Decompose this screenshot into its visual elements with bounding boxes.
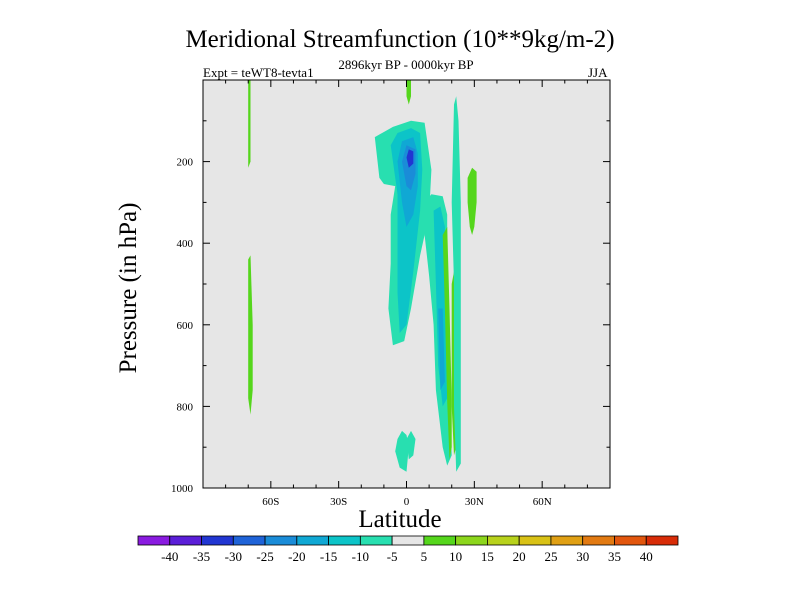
x-tick-label: 60N <box>533 496 552 508</box>
y-tick-label: 200 <box>177 157 194 169</box>
x-tick-label: 30N <box>465 496 484 508</box>
colorbar-label: 20 <box>513 549 526 564</box>
colorbar-box <box>614 535 647 546</box>
colorbar-label: 25 <box>544 549 557 564</box>
colorbar-label: -5 <box>387 549 398 564</box>
x-tick-label: 60S <box>262 496 279 508</box>
axes: 60S 30S 0 30N 60N 200 400 600 800 1000 <box>171 79 611 508</box>
contour-positive-rising-branch <box>442 226 452 460</box>
colorbar-box <box>550 535 584 546</box>
colorbar-label: 15 <box>481 549 494 564</box>
colorbar-box <box>201 535 234 546</box>
colorbar-box <box>582 535 615 546</box>
colorbar-label: -15 <box>320 549 337 564</box>
x-tick-label: 0 <box>404 496 410 508</box>
colorbar-label: -30 <box>225 549 242 564</box>
colorbar-box <box>645 535 679 546</box>
experiment-label: Expt = teWT8-tevta1 <box>203 65 314 80</box>
y-tick-label: 600 <box>177 320 194 332</box>
y-tick-label: 800 <box>177 401 194 413</box>
colorbar-label: 40 <box>640 549 653 564</box>
colorbar-box <box>391 535 425 546</box>
colorbar-box <box>232 535 266 546</box>
colorbar-box <box>359 535 393 546</box>
contour-negative-strip-20n <box>451 96 461 472</box>
contour-positive-cell-equator-top <box>406 80 411 105</box>
x-axis-label: Latitude <box>358 506 442 533</box>
colorbar-box <box>328 535 361 546</box>
y-tick-label: 1000 <box>171 483 194 495</box>
chart-subtitle: 2896kyr BP - 0000kyr BP <box>338 57 474 72</box>
colorbar-label: -35 <box>193 549 210 564</box>
colorbar-box <box>455 535 488 546</box>
y-tick-label: 400 <box>177 238 194 250</box>
contour-negative-surface-cell-2 <box>406 430 416 460</box>
colorbar-label: 5 <box>421 549 428 564</box>
colorbar-label: 35 <box>608 549 621 564</box>
colorbar-label: -10 <box>352 549 369 564</box>
chart-title: Meridional Streamfunction (10**9kg/m-2) <box>185 26 615 53</box>
contour-negative-core-max <box>406 149 414 168</box>
colorbar-box <box>137 535 171 546</box>
colorbar: -40 -35 -30 -25 -20 -15 -10 -5 5 10 15 20 25 30 35 40 <box>137 535 679 564</box>
contour-negative-rising-branch-low <box>438 308 445 391</box>
contour-positive-cell-30n <box>467 167 477 235</box>
colorbar-box <box>423 535 457 546</box>
colorbar-label: 10 <box>449 549 462 564</box>
colorbar-box <box>296 535 329 546</box>
colorbar-label: -40 <box>161 549 178 564</box>
contour-negative-surface-cell-1 <box>395 430 409 472</box>
colorbar-box <box>169 535 202 546</box>
contour-positive-cell-60s-upper <box>248 80 251 168</box>
x-tick-label: 30S <box>330 496 347 508</box>
contour-positive-cell-60s-lower <box>248 255 253 415</box>
colorbar-box <box>518 535 552 546</box>
colorbar-box <box>487 535 520 546</box>
colorbar-label: 30 <box>576 549 589 564</box>
colorbar-label: -25 <box>256 549 273 564</box>
contour-regions <box>248 80 477 472</box>
colorbar-box <box>264 535 298 546</box>
colorbar-label: -20 <box>288 549 305 564</box>
season-label: JJA <box>588 65 608 80</box>
